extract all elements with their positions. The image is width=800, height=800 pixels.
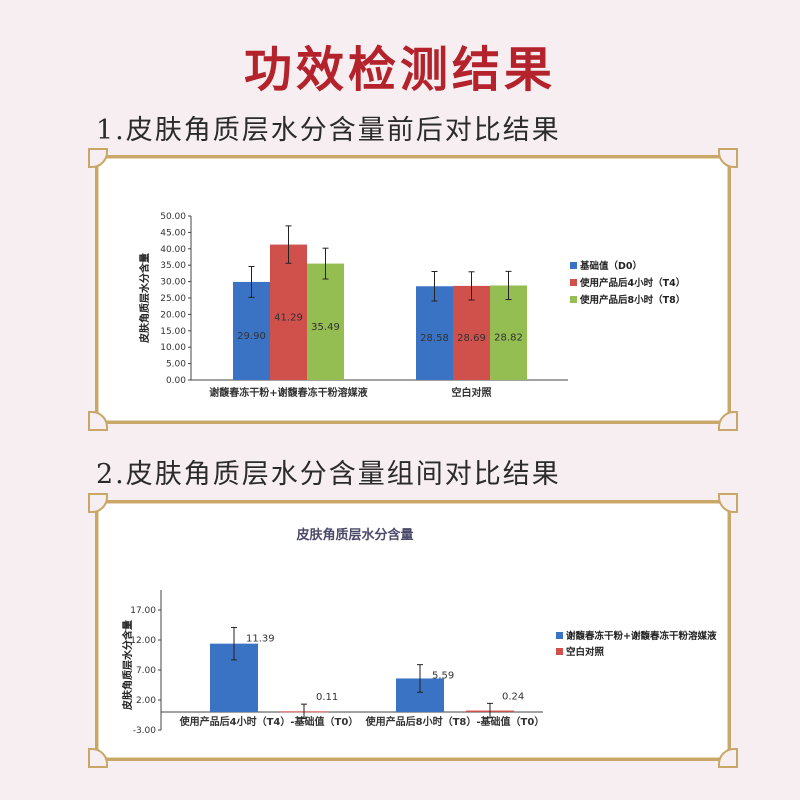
data-label: 28.58 xyxy=(420,333,449,344)
section-title-2: 2.皮肤角质层水分含量组间对比结果 xyxy=(96,459,561,490)
y-tick-label: 7.00 xyxy=(136,666,156,676)
y-tick-label: 50.00 xyxy=(160,212,186,222)
data-label: 29.90 xyxy=(237,331,266,342)
legend-label: 使用产品后8小时（T8） xyxy=(579,294,685,306)
legend-label: 空白对照 xyxy=(566,646,605,658)
bar xyxy=(233,281,270,380)
chart-2: 皮肤角质层水分含量 -3.00 2.00 7.00 12.00 17.00 皮肤角质层水分含… xyxy=(121,527,717,736)
bar xyxy=(307,263,344,380)
chart-panel-2: 皮肤角质层水分含量 -3.00 2.00 7.00 12.00 17.00 皮肤角质层水分含… xyxy=(88,493,738,768)
bar xyxy=(416,286,453,380)
page-title: 功效检测结果 xyxy=(243,42,556,98)
data-label: 11.39 xyxy=(246,633,275,644)
legend-label: 使用产品后4小时（T4） xyxy=(579,277,685,289)
data-label: 35.49 xyxy=(311,322,340,333)
data-label: 28.69 xyxy=(457,333,486,344)
legend-swatch xyxy=(556,632,563,639)
y-tick-label: 2.00 xyxy=(136,696,156,706)
bar xyxy=(453,285,490,380)
y-axis-title: 皮肤角质层水分含量 xyxy=(121,620,134,711)
y-tick-label: 20.00 xyxy=(160,310,186,320)
data-label: 5.59 xyxy=(432,671,454,682)
category-label: 使用产品后4小时（T4）-基础值（T0） xyxy=(179,715,359,728)
legend-swatch xyxy=(570,296,577,303)
y-tick-label: 30.00 xyxy=(160,278,186,288)
y-tick-label: 15.00 xyxy=(160,327,186,337)
y-tick-label: 10.00 xyxy=(160,343,186,353)
chart-panel-1: 0.00 5.00 10.00 15.00 20.00 25.00 30.00 35.00 40… xyxy=(88,148,738,431)
legend-swatch xyxy=(556,648,563,655)
y-tick-label: 5.00 xyxy=(166,360,186,370)
bar xyxy=(490,285,527,380)
y-tick-label: 17.00 xyxy=(130,606,156,616)
chart-1: 0.00 5.00 10.00 15.00 20.00 25.00 30.00 35.00 40… xyxy=(138,212,685,399)
y-tick-label: 12.00 xyxy=(130,636,156,646)
legend-label: 谢馥春冻干粉+谢馥春冻干粉溶媒液 xyxy=(566,630,717,642)
y-tick-label: 0.00 xyxy=(166,376,186,386)
data-label: 0.24 xyxy=(502,691,524,702)
data-label: 0.11 xyxy=(316,692,338,703)
y-tick-label: -3.00 xyxy=(133,726,157,736)
y-axis-title: 皮肤角质层水分含量 xyxy=(138,253,151,344)
data-label: 41.29 xyxy=(274,312,303,323)
chart-title: 皮肤角质层水分含量 xyxy=(295,527,413,543)
y-tick-label: 35.00 xyxy=(160,261,186,271)
y-tick-label: 25.00 xyxy=(160,294,186,304)
legend-swatch xyxy=(570,262,577,269)
data-label: 28.82 xyxy=(494,333,523,344)
category-label: 谢馥春冻干粉+谢馥春冻干粉溶媒液 xyxy=(209,386,367,399)
category-label: 使用产品后8小时（T8）-基础值（T0） xyxy=(365,715,545,728)
y-tick-label: 45.00 xyxy=(160,228,186,238)
legend-swatch xyxy=(570,279,577,286)
section-title-1: 1.皮肤角质层水分含量前后对比结果 xyxy=(96,115,561,146)
bar xyxy=(270,244,307,380)
category-label: 空白对照 xyxy=(452,386,492,399)
y-tick-label: 40.00 xyxy=(160,245,186,255)
legend-label: 基础值（D0） xyxy=(579,260,642,272)
